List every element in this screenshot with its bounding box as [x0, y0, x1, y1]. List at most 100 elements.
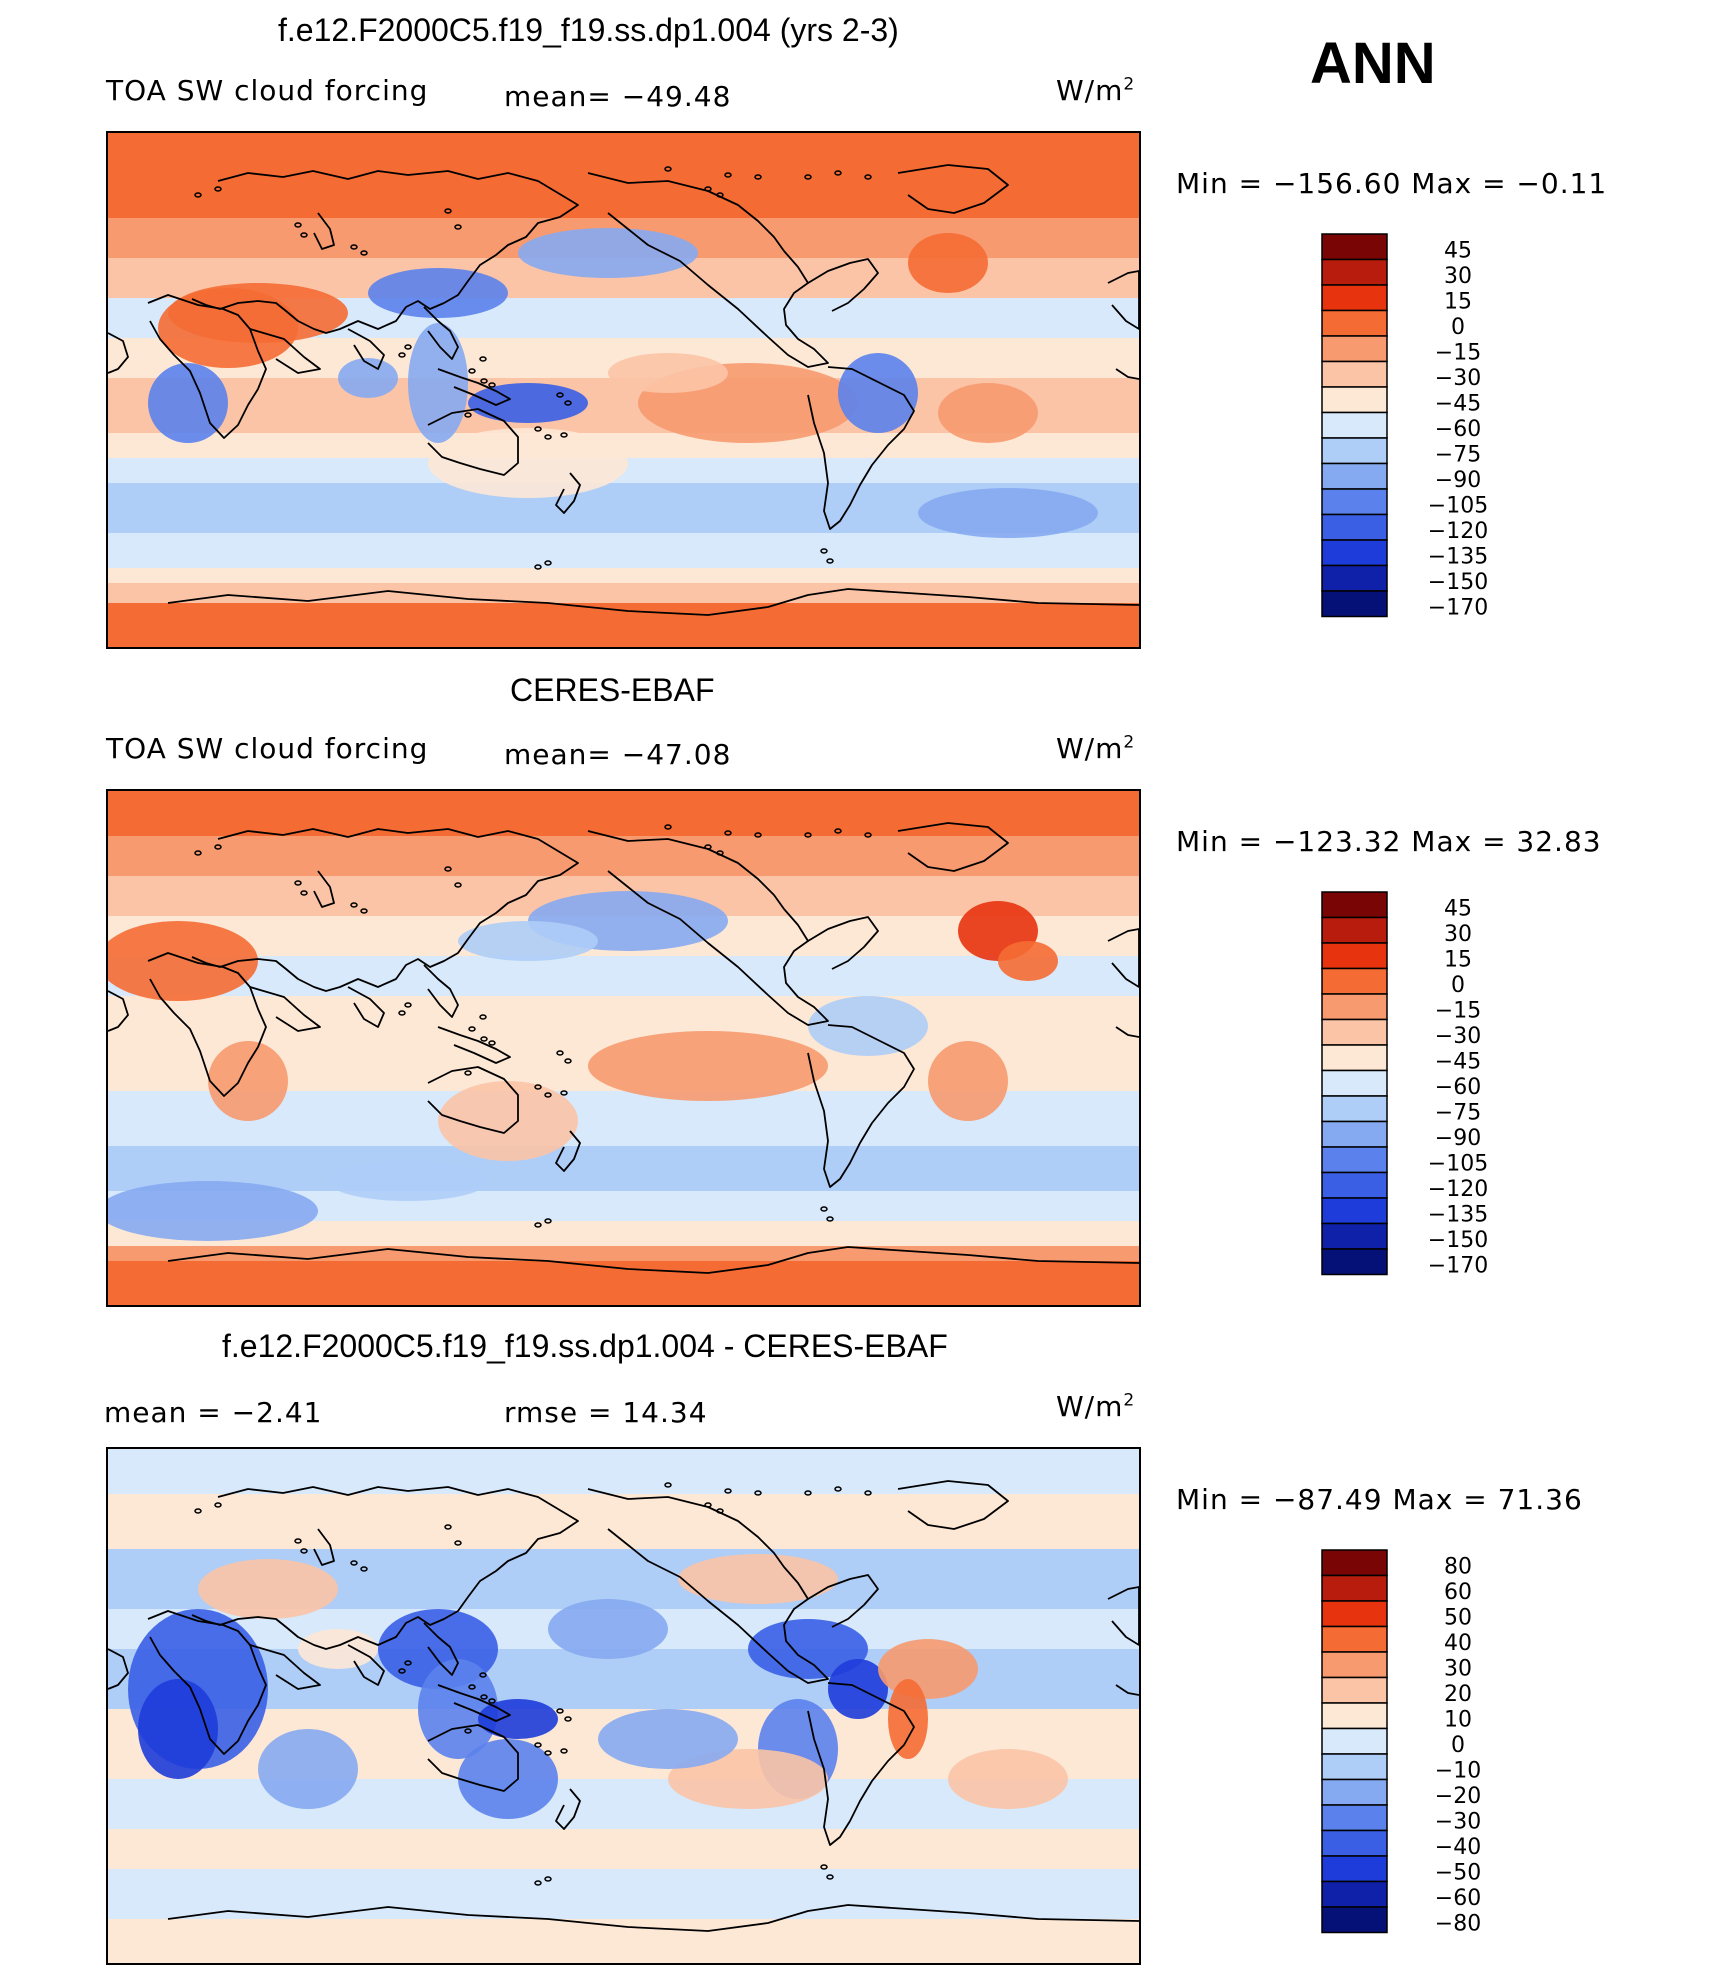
island-outline	[454, 882, 462, 888]
panel3-mean: mean = −2.41	[104, 1396, 323, 1429]
island-outline	[488, 1698, 496, 1704]
island-outline	[834, 1486, 842, 1492]
colorbar-label: 45	[1444, 239, 1472, 264]
colorbar-box	[1321, 1676, 1388, 1704]
colorbar-label: −20	[1435, 1784, 1481, 1809]
colorbar-label: −170	[1428, 596, 1488, 619]
colorbar-label: −170	[1428, 1254, 1488, 1277]
map-contour-region	[368, 268, 508, 318]
coastline	[555, 472, 581, 514]
island-outline	[716, 192, 724, 198]
colorbar-box	[1321, 1018, 1388, 1046]
panel1-map-field	[108, 133, 1139, 647]
island-outline	[468, 1026, 476, 1032]
coastline	[427, 1066, 519, 1134]
map-contour-region	[608, 353, 728, 393]
island-outline	[564, 1716, 572, 1722]
island-outline	[704, 1502, 712, 1508]
island-outline	[826, 1216, 834, 1222]
island-outline	[214, 186, 222, 192]
map-contour-region	[808, 996, 928, 1056]
coastline	[1107, 270, 1139, 330]
coastline	[807, 366, 915, 530]
island-outline	[834, 170, 842, 176]
island-outline	[534, 1742, 542, 1748]
colorbar-label: 20	[1444, 1682, 1472, 1707]
panel1-mean: mean= −49.48	[504, 80, 732, 113]
map-zonal-band	[108, 1869, 1139, 1919]
island-outline	[464, 412, 472, 418]
colorbar-label: −105	[1428, 494, 1488, 519]
coastline	[897, 822, 1009, 872]
map-contour-region	[908, 233, 988, 293]
map-zonal-band	[108, 1494, 1139, 1549]
coastline	[191, 170, 579, 334]
island-outline	[560, 1748, 568, 1754]
colorbar-label: −135	[1428, 545, 1488, 570]
island-outline	[864, 174, 872, 180]
map-contour-region	[438, 1081, 578, 1161]
colorbar-box	[1321, 488, 1388, 516]
colorbar-label: 15	[1444, 290, 1472, 315]
map-zonal-band	[108, 133, 1139, 178]
map-contour-region	[328, 1161, 488, 1201]
colorbar-label: 0	[1451, 973, 1465, 998]
colorbar-box	[1321, 437, 1388, 465]
island-outline	[664, 1482, 672, 1488]
colorbar-label: 50	[1444, 1606, 1472, 1631]
island-outline	[534, 1880, 542, 1886]
island-outline	[300, 890, 308, 896]
colorbar-box	[1321, 1549, 1388, 1577]
colorbar-box	[1321, 1171, 1388, 1199]
coastline	[249, 986, 321, 1032]
colorbar-box	[1321, 1222, 1388, 1250]
island-outline	[556, 1050, 564, 1056]
map-contour-region	[148, 363, 228, 443]
island-outline	[564, 400, 572, 406]
colorbar-box	[1321, 1574, 1388, 1602]
island-outline	[350, 1560, 358, 1566]
map-zonal-band	[108, 1146, 1139, 1191]
island-outline	[534, 426, 542, 432]
colorbar-label: −150	[1428, 1228, 1488, 1253]
island-outline	[488, 382, 496, 388]
colorbar-box	[1321, 1778, 1388, 1806]
map-contour-region	[458, 1739, 558, 1819]
island-outline	[454, 1540, 462, 1546]
colorbar-label: −150	[1428, 570, 1488, 595]
island-outline	[864, 832, 872, 838]
map-zonal-band	[108, 533, 1139, 568]
map-contour-region	[748, 1619, 868, 1679]
colorbar-box	[1321, 891, 1388, 919]
map-contour-region	[428, 428, 628, 498]
colorbar-label: −60	[1435, 1075, 1481, 1100]
colorbar-box	[1321, 309, 1388, 337]
coastline	[147, 952, 267, 1097]
colorbar-label: −30	[1435, 1024, 1481, 1049]
island-outline	[804, 832, 812, 838]
island-outline	[754, 174, 762, 180]
season-label: ANN	[1310, 31, 1436, 96]
island-outline	[556, 1708, 564, 1714]
island-outline	[560, 432, 568, 438]
map-contour-region	[108, 1181, 318, 1241]
colorbar-box	[1321, 1727, 1388, 1755]
island-outline	[294, 222, 302, 228]
panel2-units: W/m2	[1056, 732, 1136, 765]
colorbar-label: 30	[1444, 264, 1472, 289]
colorbar-label: 0	[1451, 315, 1465, 340]
coastline	[108, 1648, 129, 1690]
colorbar-box	[1321, 360, 1388, 388]
coastline	[437, 368, 511, 406]
island-outline	[716, 850, 724, 856]
coastline	[897, 164, 1009, 214]
colorbar-label: 80	[1444, 1555, 1472, 1580]
island-outline	[534, 1084, 542, 1090]
island-outline	[704, 844, 712, 850]
map-contour-region	[408, 323, 468, 443]
colorbar-box	[1321, 513, 1388, 541]
colorbar-box	[1321, 590, 1388, 618]
island-outline	[544, 1092, 552, 1098]
island-outline	[350, 902, 358, 908]
map-contour-region	[938, 383, 1038, 443]
